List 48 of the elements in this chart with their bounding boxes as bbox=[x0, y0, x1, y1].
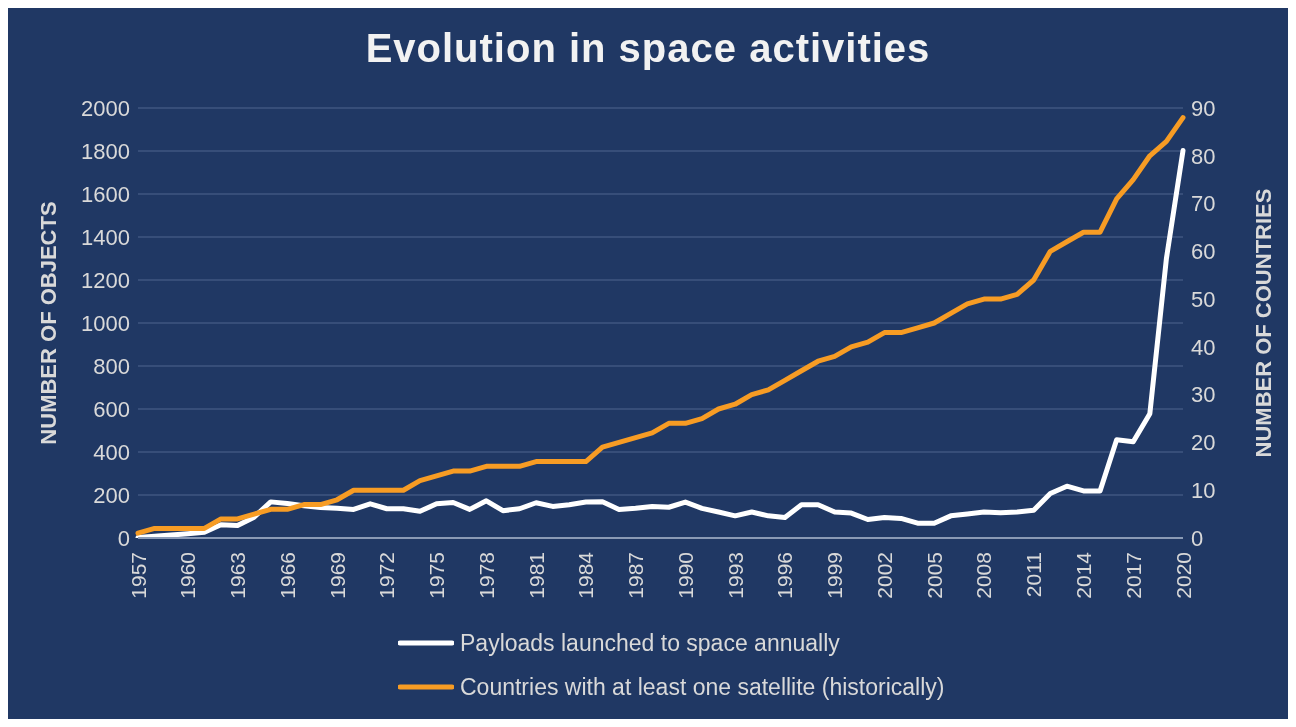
x-tick-label: 1963 bbox=[226, 552, 250, 599]
y2-tick-label: 70 bbox=[1191, 191, 1216, 217]
x-tick-label: 1957 bbox=[126, 552, 150, 599]
legend-label: Payloads launched to space annually bbox=[460, 629, 840, 658]
y-tick-label: 800 bbox=[93, 353, 130, 379]
y2-tick-label: 30 bbox=[1191, 382, 1216, 408]
x-tick-label: 1981 bbox=[524, 552, 548, 599]
x-tick-label: 2011 bbox=[1022, 552, 1046, 598]
x-tick-label: 2014 bbox=[1071, 551, 1095, 599]
x-tick-label: 2020 bbox=[1171, 552, 1195, 599]
y2-tick-label: 10 bbox=[1191, 478, 1216, 504]
x-tick-label: 1999 bbox=[823, 552, 847, 599]
y2-tick-label: 60 bbox=[1191, 239, 1216, 265]
x-tick-label: 1990 bbox=[673, 552, 697, 599]
x-tick-label: 2017 bbox=[1121, 552, 1145, 599]
y2-tick-label: 40 bbox=[1191, 334, 1216, 360]
y2-tick-label: 50 bbox=[1191, 286, 1216, 312]
y-tick-label: 1000 bbox=[81, 310, 130, 336]
legend-label: Countries with at least one satellite (historically) bbox=[460, 673, 945, 702]
x-tick-label: 1996 bbox=[773, 552, 797, 599]
y2-tick-label: 20 bbox=[1191, 430, 1216, 456]
x-tick-label: 1984 bbox=[574, 551, 598, 599]
y-tick-label: 1800 bbox=[81, 138, 130, 164]
y-tick-label: 200 bbox=[93, 482, 130, 508]
y-tick-label: 1600 bbox=[81, 181, 130, 207]
x-tick-label: 1987 bbox=[624, 552, 648, 599]
y-tick-label: 400 bbox=[93, 439, 130, 465]
x-tick-label: 2005 bbox=[922, 552, 946, 599]
y-tick-label: 600 bbox=[93, 396, 130, 422]
chart-title: Evolution in space activities bbox=[364, 25, 932, 72]
x-tick-label: 1966 bbox=[275, 552, 299, 599]
y-tick-label: 2000 bbox=[81, 95, 130, 121]
x-tick-label: 1960 bbox=[176, 552, 200, 599]
y2-axis-title: NUMBER OF COUNTRIES bbox=[1250, 188, 1276, 458]
x-tick-label: 2008 bbox=[972, 552, 996, 599]
y2-tick-label: 80 bbox=[1191, 143, 1216, 169]
y2-tick-label: 0 bbox=[1191, 525, 1204, 551]
x-tick-label: 1969 bbox=[325, 552, 349, 599]
y-axis-title: NUMBER OF OBJECTS bbox=[35, 201, 61, 445]
x-tick-label: 1978 bbox=[474, 552, 498, 599]
x-tick-label: 2002 bbox=[872, 552, 896, 599]
y2-tick-label: 90 bbox=[1191, 95, 1216, 121]
x-tick-label: 1993 bbox=[723, 552, 747, 599]
y-tick-label: 0 bbox=[117, 525, 130, 551]
y-tick-label: 1400 bbox=[81, 224, 130, 250]
y-tick-label: 1200 bbox=[81, 267, 130, 293]
x-tick-label: 1975 bbox=[425, 552, 449, 599]
x-tick-label: 1972 bbox=[375, 552, 399, 599]
